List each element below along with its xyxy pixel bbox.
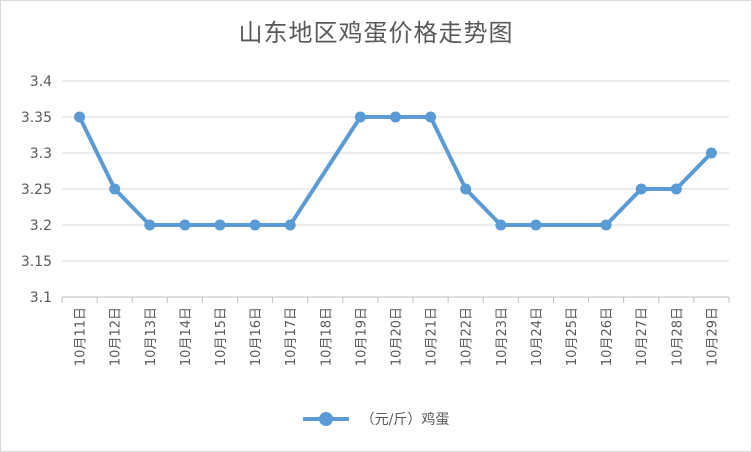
x-tick-label-3: 10月14日 xyxy=(179,307,194,366)
data-point-11 xyxy=(460,183,472,195)
data-point-13 xyxy=(530,219,542,231)
x-tick-label-15: 10月26日 xyxy=(600,307,615,366)
x-tick-label-2: 10月13日 xyxy=(144,307,159,366)
data-point-5 xyxy=(249,219,261,231)
y-tick-label-3: 3.25 xyxy=(21,182,52,198)
data-point-18 xyxy=(705,147,717,159)
data-point-8 xyxy=(354,111,366,123)
x-axis xyxy=(61,297,730,303)
x-tick-label-0: 10月11日 xyxy=(74,307,89,366)
chart-title: 山东地区鸡蛋价格走势图 xyxy=(238,19,514,47)
y-tick-label-5: 3.35 xyxy=(21,110,52,126)
x-tick-label-18: 10月29日 xyxy=(705,307,720,366)
data-point-10 xyxy=(425,111,437,123)
data-point-3 xyxy=(179,219,191,231)
x-tick-label-4: 10月15日 xyxy=(214,307,229,366)
x-tick-label-9: 10月20日 xyxy=(390,307,405,366)
data-point-9 xyxy=(390,111,401,123)
x-tick-label-10: 10月21日 xyxy=(425,307,440,366)
y-tick-labels: 3.1 3.15 3.2 3.25 3.3 3.35 3.4 xyxy=(21,74,52,306)
x-tick-label-1: 10月12日 xyxy=(109,307,124,366)
x-tick-labels: 10月11日 10月12日 10月13日 10月14日 10月15日 10月16日 10月1… xyxy=(74,307,721,366)
data-point-16 xyxy=(635,183,647,195)
x-tick-label-5: 10月16日 xyxy=(249,307,264,366)
data-point-12 xyxy=(495,219,507,231)
legend-label: （元/斤）鸡蛋 xyxy=(360,412,450,428)
data-point-0 xyxy=(74,111,86,123)
series-eggs xyxy=(74,111,717,231)
y-tick-label-0: 3.1 xyxy=(30,290,52,306)
x-tick-label-11: 10月22日 xyxy=(460,307,475,366)
y-tick-label-1: 3.15 xyxy=(21,254,52,270)
x-tick-label-16: 10月27日 xyxy=(635,307,650,366)
legend-marker-icon xyxy=(302,412,349,426)
data-point-1 xyxy=(109,183,121,195)
x-tick-label-6: 10月17日 xyxy=(284,307,299,366)
x-tick-label-8: 10月19日 xyxy=(354,307,369,366)
x-tick-label-14: 10月25日 xyxy=(565,307,580,366)
data-point-6 xyxy=(284,219,296,231)
x-tick-label-7: 10月18日 xyxy=(319,307,334,366)
y-tick-label-4: 3.3 xyxy=(30,146,52,162)
x-tick-label-12: 10月23日 xyxy=(495,307,510,366)
data-point-17 xyxy=(670,183,682,195)
legend: （元/斤）鸡蛋 xyxy=(1,409,751,429)
data-point-15 xyxy=(600,219,612,231)
data-point-2 xyxy=(144,219,156,231)
data-point-4 xyxy=(214,219,226,231)
series-line-0 xyxy=(77,115,714,227)
y-tick-label-2: 3.2 xyxy=(30,218,52,234)
x-tick-label-13: 10月24日 xyxy=(530,307,545,366)
x-tick-label-17: 10月28日 xyxy=(670,307,685,366)
y-tick-label-6: 3.4 xyxy=(30,74,52,90)
